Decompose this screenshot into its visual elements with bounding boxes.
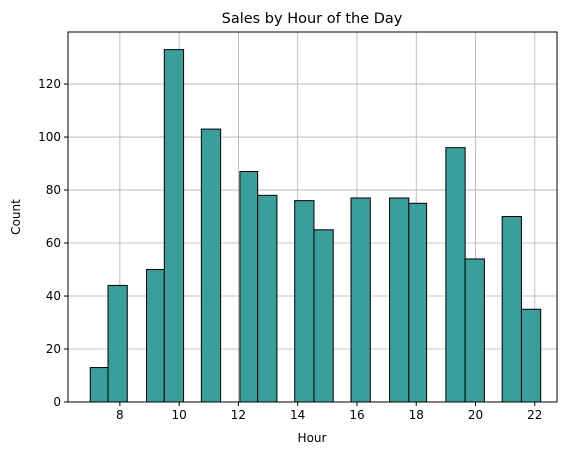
bar-6 bbox=[258, 195, 277, 402]
bar-7 bbox=[295, 201, 314, 402]
bar-10 bbox=[390, 198, 409, 402]
x-tick-label: 12 bbox=[231, 408, 246, 422]
bar-8 bbox=[314, 230, 333, 402]
y-tick-label: 80 bbox=[46, 183, 61, 197]
y-tick-label: 60 bbox=[46, 236, 61, 250]
bar-9 bbox=[351, 198, 370, 402]
x-tick-label: 22 bbox=[527, 408, 542, 422]
bar-1 bbox=[108, 285, 127, 402]
y-tick-label: 20 bbox=[46, 342, 61, 356]
x-axis-label: Hour bbox=[298, 431, 327, 445]
bar-3 bbox=[164, 50, 183, 402]
x-tick-label: 16 bbox=[349, 408, 364, 422]
bar-2 bbox=[147, 270, 165, 402]
bar-0 bbox=[90, 368, 108, 402]
x-tick-label: 8 bbox=[116, 408, 124, 422]
x-tick-label: 14 bbox=[290, 408, 305, 422]
x-tick-label: 10 bbox=[171, 408, 186, 422]
y-tick-label: 120 bbox=[38, 77, 61, 91]
y-tick-label: 0 bbox=[53, 395, 61, 409]
bar-4 bbox=[201, 129, 220, 402]
bar-13 bbox=[465, 259, 484, 402]
y-axis-label: Count bbox=[9, 199, 23, 235]
y-tick-label: 100 bbox=[38, 130, 61, 144]
chart-title: Sales by Hour of the Day bbox=[222, 11, 403, 27]
x-tick-label: 20 bbox=[468, 408, 483, 422]
bar-5 bbox=[240, 171, 258, 402]
bar-11 bbox=[409, 203, 427, 402]
bar-15 bbox=[521, 309, 540, 402]
bar-12 bbox=[446, 148, 465, 402]
x-tick-label: 18 bbox=[409, 408, 424, 422]
y-tick-label: 40 bbox=[46, 289, 61, 303]
bar-14 bbox=[502, 217, 521, 402]
